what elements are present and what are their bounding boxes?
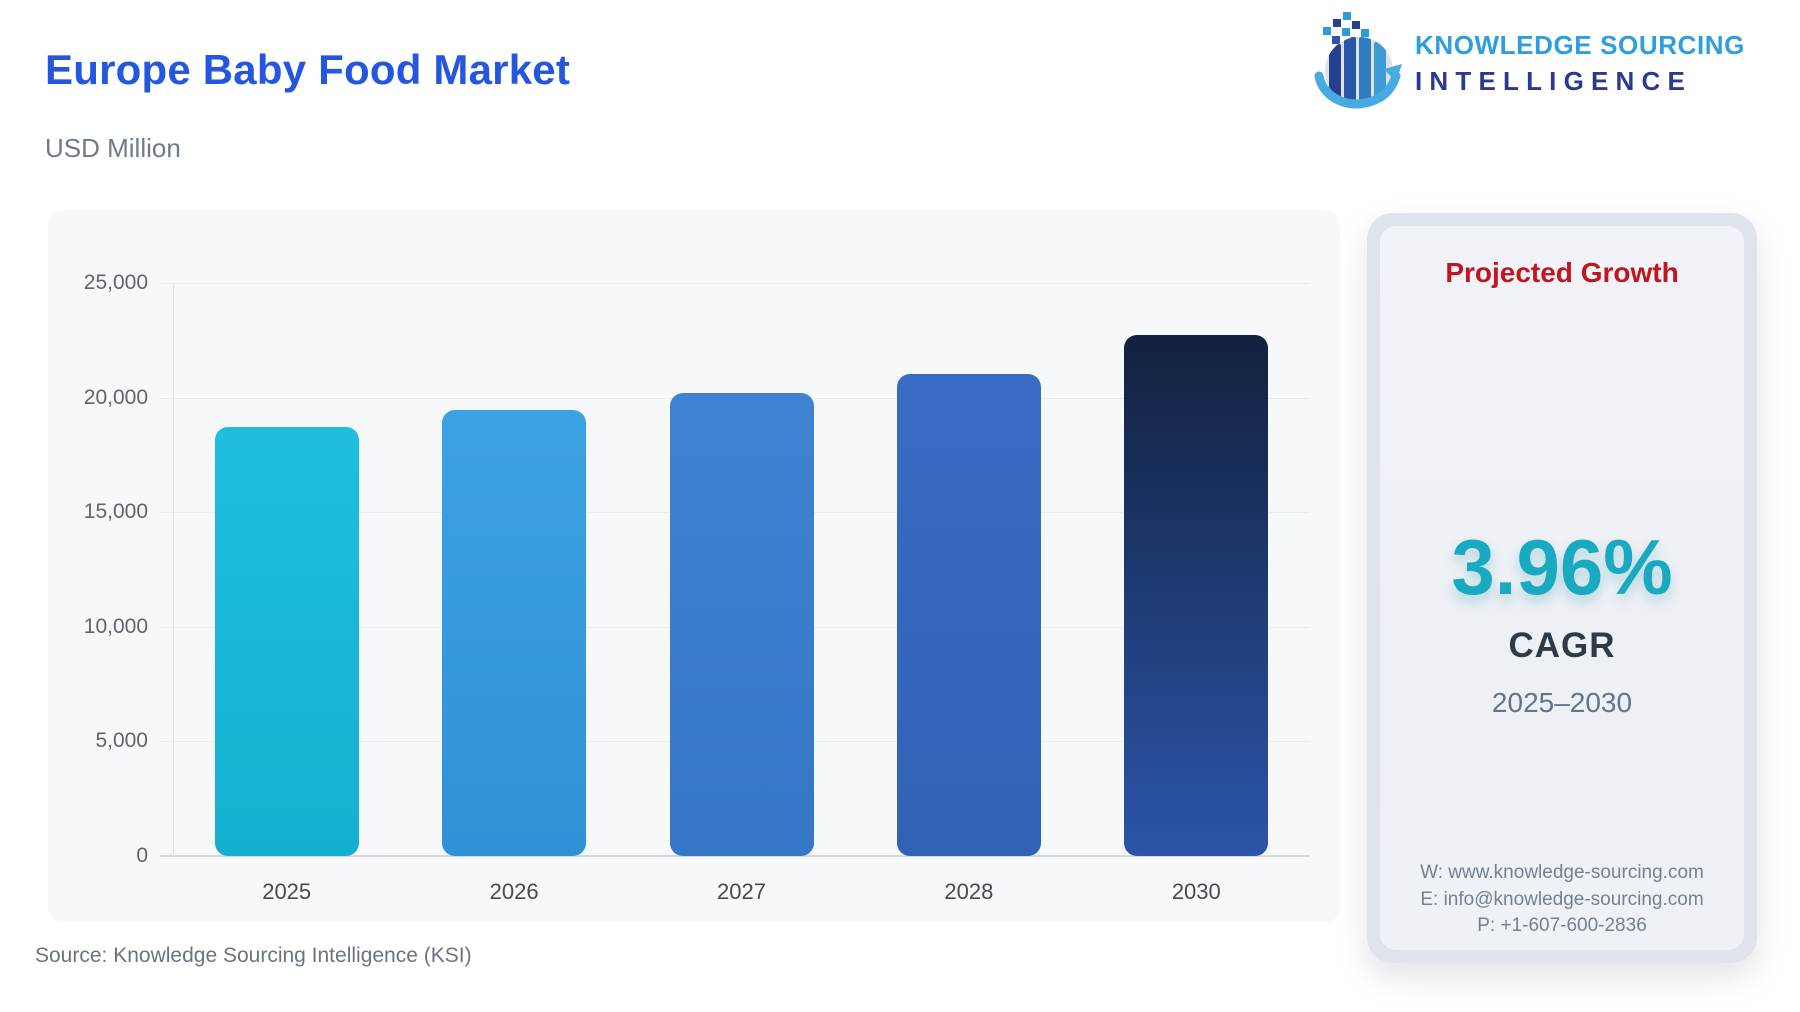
- page-subtitle: USD Million: [45, 133, 181, 163]
- y-tick-label: 5,000: [95, 729, 148, 753]
- bar-2025: [214, 427, 359, 856]
- ksi-logo-icon: [1312, 12, 1402, 115]
- y-tick-label: 10,000: [83, 614, 148, 638]
- plot-area: 0 5,000 10,000 15,000 20,000 25,000 2025 2026 20…: [48, 210, 1340, 922]
- page-title: Europe Baby Food Market: [45, 46, 571, 93]
- contact-phone: P: +1-607-600-2836: [1477, 915, 1647, 937]
- y-tick-label: 20,000: [83, 385, 148, 409]
- source-note: Source: Knowledge Sourcing Intelligence …: [35, 944, 472, 967]
- x-tick-label-2025: 2025: [262, 879, 312, 904]
- y-tick-label: 15,000: [83, 500, 148, 524]
- panel-contacts: W: www.knowledge-sourcing.com E: info@kn…: [1380, 860, 1744, 948]
- growth-panel-inner: Projected Growth 3.96% CAGR 2025–2030 W:…: [1380, 226, 1744, 950]
- logo-text: KNOWLEDGE SOURCING INTELLIGENCE: [1415, 30, 1745, 97]
- y-tick-label: 25,000: [83, 271, 148, 294]
- contact-email: E: info@knowledge-sourcing.com: [1420, 888, 1704, 910]
- bar-2030: [1124, 335, 1269, 856]
- bar-2027: [669, 392, 814, 856]
- x-tick-label-2028: 2028: [944, 879, 994, 904]
- bar-2028: [896, 374, 1041, 856]
- chart-card: 0 5,000 10,000 15,000 20,000 25,000 2025 2026 20…: [48, 210, 1340, 922]
- logo-line-2: INTELLIGENCE: [1414, 66, 1693, 96]
- cagr-label: CAGR: [1508, 626, 1616, 665]
- x-tick-label-2026: 2026: [489, 879, 539, 904]
- cagr-value: 3.96%: [1451, 523, 1673, 611]
- x-tick-label-2027: 2027: [717, 879, 766, 904]
- logo-line-1: KNOWLEDGE SOURCING: [1414, 30, 1745, 60]
- x-tick-label-2030: 2030: [1171, 879, 1221, 904]
- x-axis-line: [160, 855, 1310, 857]
- gridline-25,000: [160, 283, 1310, 284]
- bar-2026: [442, 410, 587, 856]
- ksi-logo: KNOWLEDGE SOURCING INTELLIGENCE: [1312, 12, 1745, 115]
- y-tick-label: 0: [136, 844, 148, 867]
- growth-panel: Projected Growth 3.96% CAGR 2025–2030 W:…: [1367, 213, 1757, 963]
- y-axis-line: [173, 283, 174, 856]
- panel-title: Projected Growth: [1445, 257, 1679, 288]
- contact-website: W: www.knowledge-sourcing.com: [1420, 862, 1704, 884]
- cagr-period: 2025–2030: [1491, 687, 1633, 718]
